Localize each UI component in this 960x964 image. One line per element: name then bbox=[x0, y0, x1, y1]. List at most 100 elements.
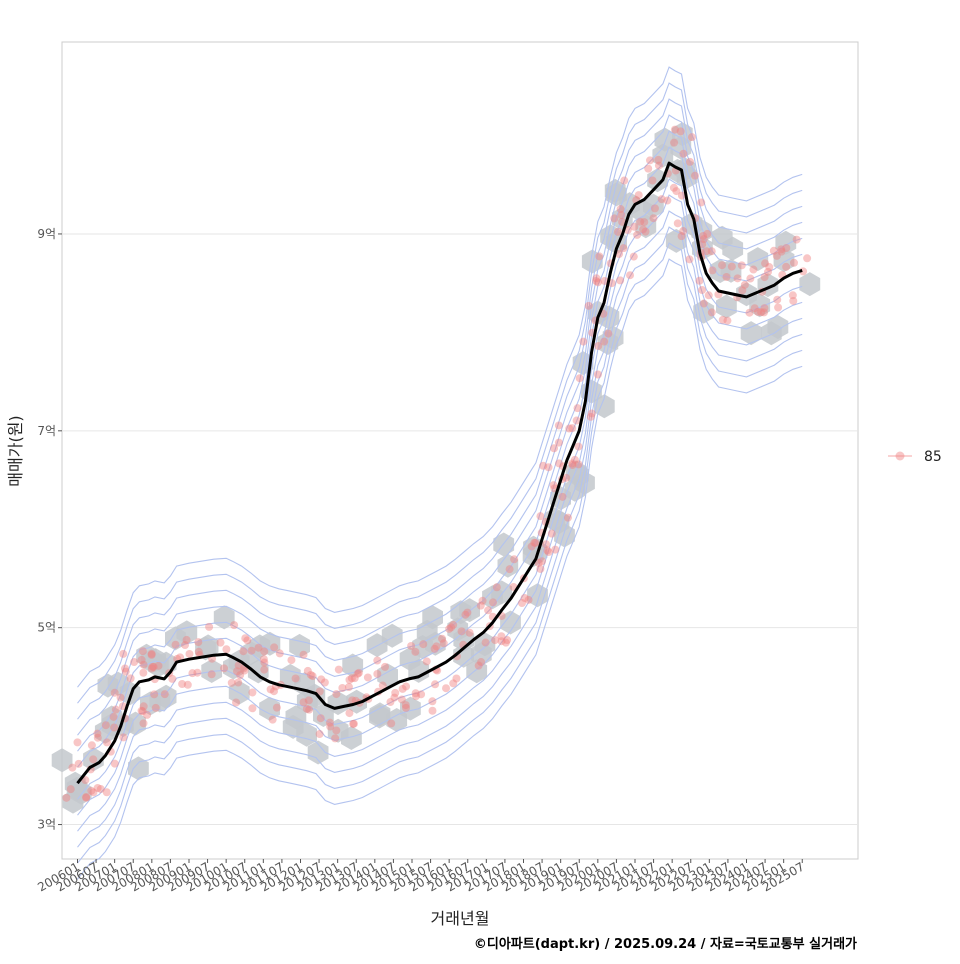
trade-point bbox=[663, 196, 672, 205]
trade-point bbox=[121, 667, 130, 676]
hexbin-cell bbox=[381, 623, 403, 648]
trade-point bbox=[139, 719, 148, 728]
hexbin-cell bbox=[654, 127, 676, 152]
density-contour bbox=[77, 66, 803, 688]
trade-point bbox=[593, 278, 602, 287]
trade-point bbox=[102, 738, 111, 747]
trade-point bbox=[147, 664, 156, 673]
trade-point bbox=[139, 660, 148, 669]
trade-point bbox=[457, 627, 466, 636]
trade-point bbox=[708, 266, 717, 275]
trade-point bbox=[534, 558, 543, 567]
trade-point bbox=[130, 658, 139, 667]
trade-point bbox=[547, 529, 556, 538]
trade-point bbox=[316, 714, 325, 723]
trade-point bbox=[101, 721, 110, 730]
x-axis-ticks: 2006012006072007012007072008012008072009… bbox=[35, 859, 807, 895]
trade-point bbox=[565, 424, 574, 433]
trade-point bbox=[789, 258, 798, 267]
trade-point bbox=[757, 308, 766, 317]
trade-point bbox=[402, 682, 411, 691]
trade-point bbox=[644, 164, 653, 173]
hexbin-cell bbox=[453, 627, 475, 652]
density-contour bbox=[77, 98, 803, 720]
trade-point bbox=[573, 404, 582, 413]
hexbin-cell bbox=[259, 631, 281, 656]
trade-point bbox=[531, 538, 540, 547]
trade-point bbox=[753, 307, 762, 316]
legend-key-point bbox=[895, 451, 905, 461]
hexbin-cell bbox=[400, 696, 421, 721]
trade-point bbox=[491, 636, 500, 645]
trade-point bbox=[452, 674, 461, 683]
trade-point bbox=[363, 673, 372, 682]
trade-point bbox=[332, 726, 341, 735]
density-contour bbox=[77, 146, 803, 768]
density-contour bbox=[77, 114, 803, 736]
trade-point bbox=[593, 370, 602, 379]
trade-point bbox=[272, 703, 281, 712]
trade-point bbox=[193, 668, 202, 677]
trade-point bbox=[570, 455, 579, 464]
trade-point bbox=[551, 545, 560, 554]
trade-point bbox=[185, 649, 194, 658]
trade-point bbox=[268, 715, 277, 724]
trade-point bbox=[738, 286, 747, 295]
hexbin-cell bbox=[259, 696, 280, 721]
trend-line-layer bbox=[76, 161, 803, 785]
trade-point bbox=[93, 729, 102, 738]
trade-point bbox=[439, 639, 448, 648]
density-contour bbox=[77, 210, 803, 832]
trade-point bbox=[68, 763, 77, 772]
trade-point bbox=[673, 219, 682, 228]
trade-point bbox=[154, 661, 163, 670]
trade-point bbox=[315, 730, 324, 739]
hexbin-cell bbox=[399, 647, 421, 671]
hexbin-cell bbox=[450, 600, 472, 625]
trade-point bbox=[248, 688, 257, 697]
trade-point bbox=[188, 669, 197, 678]
trade-point bbox=[147, 650, 156, 659]
trade-point bbox=[555, 459, 564, 468]
density-contour bbox=[77, 194, 803, 816]
trade-point bbox=[350, 674, 359, 683]
trade-point bbox=[102, 788, 111, 797]
trade-point bbox=[648, 176, 657, 185]
trade-point bbox=[718, 261, 727, 270]
hexbin-cell bbox=[422, 605, 443, 630]
trade-point bbox=[626, 271, 635, 280]
hexbin-cell bbox=[594, 394, 615, 419]
trade-point bbox=[497, 637, 506, 646]
trade-point bbox=[139, 702, 148, 711]
hexbin-cell bbox=[568, 463, 589, 488]
trade-point bbox=[126, 674, 135, 683]
trade-point bbox=[592, 276, 601, 285]
hexbin-cell bbox=[369, 704, 390, 729]
trade-point bbox=[649, 214, 658, 223]
trade-point bbox=[474, 661, 483, 670]
trade-point bbox=[698, 286, 707, 295]
trade-point bbox=[764, 267, 773, 276]
trade-point bbox=[411, 689, 420, 698]
trade-point bbox=[137, 655, 146, 664]
trade-point bbox=[222, 645, 231, 654]
trade-point bbox=[777, 247, 786, 256]
trade-point bbox=[803, 254, 812, 263]
trade-point bbox=[587, 409, 596, 418]
trade-point bbox=[520, 593, 529, 602]
trade-point bbox=[234, 661, 243, 670]
trade-point bbox=[183, 680, 192, 689]
density-contour bbox=[77, 226, 803, 848]
y-tick-label: 3억 bbox=[37, 818, 56, 832]
trade-point bbox=[401, 701, 410, 710]
trade-point bbox=[243, 636, 252, 645]
trade-point bbox=[549, 481, 558, 490]
trade-point bbox=[260, 647, 269, 656]
trade-point bbox=[691, 171, 700, 180]
trade-point bbox=[707, 247, 716, 256]
trade-point bbox=[89, 755, 98, 764]
trade-point bbox=[139, 668, 148, 677]
trade-point bbox=[110, 723, 119, 732]
trade-point bbox=[461, 610, 470, 619]
